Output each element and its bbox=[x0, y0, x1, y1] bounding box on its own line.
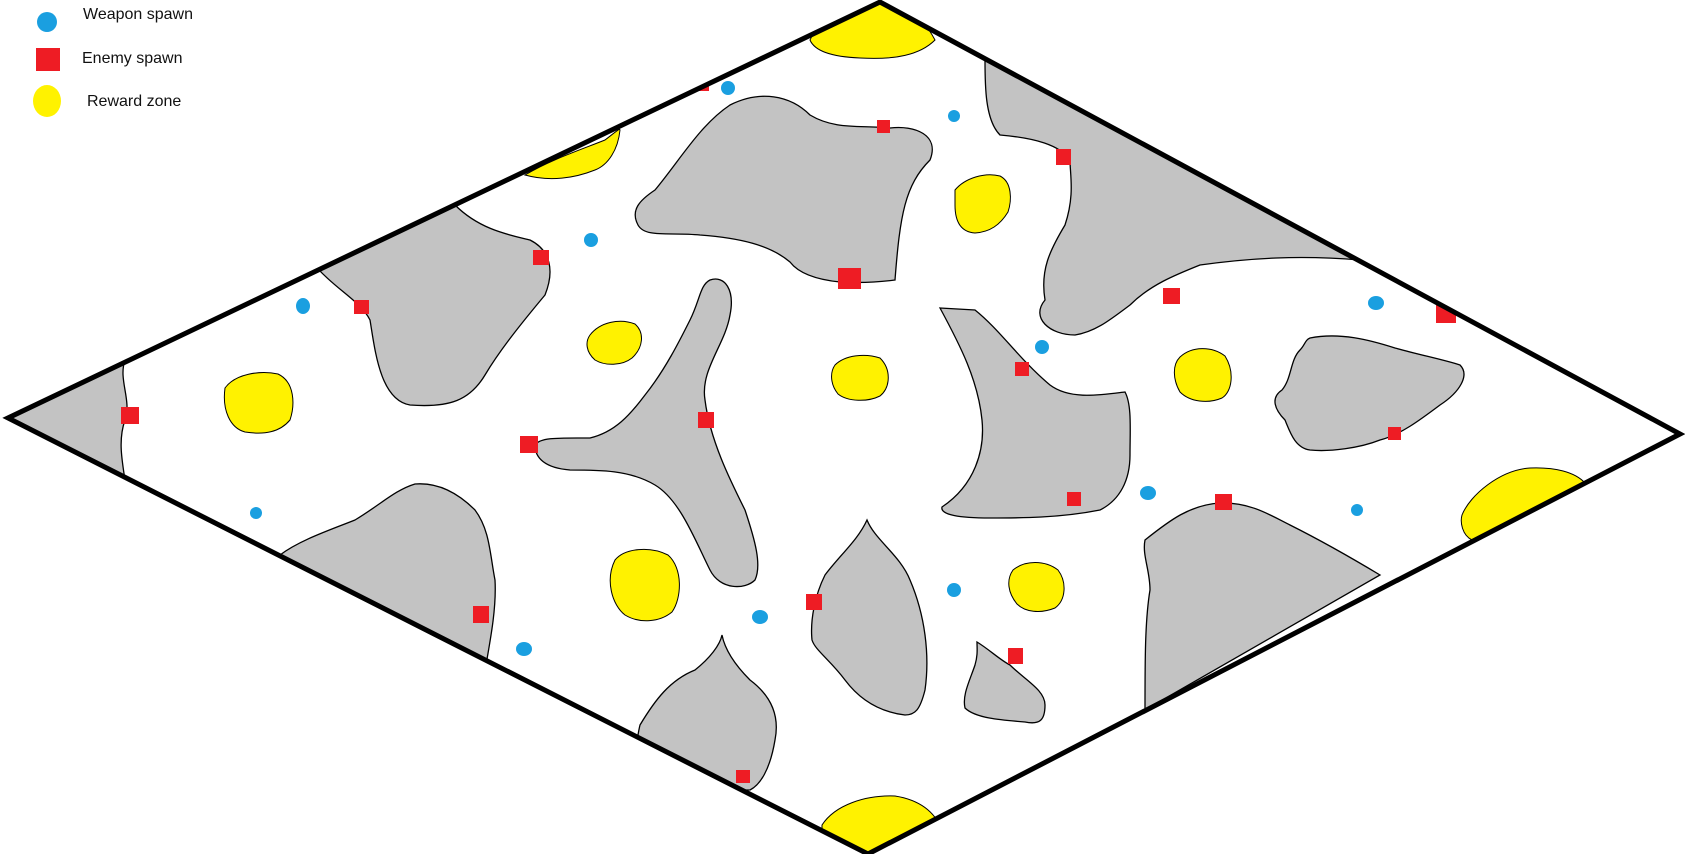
enemy-spawn bbox=[1388, 427, 1401, 440]
legend-weapon-label: Weapon spawn bbox=[83, 6, 193, 23]
legend-enemy-label: Enemy spawn bbox=[82, 50, 183, 67]
legend-reward-label: Reward zone bbox=[87, 93, 182, 110]
weapon-spawn bbox=[250, 507, 262, 519]
reward-zone bbox=[831, 354, 889, 401]
enemy-spawn bbox=[1067, 492, 1081, 506]
obstacle-east-blob bbox=[1274, 335, 1465, 452]
weapon-spawn bbox=[1035, 340, 1049, 354]
enemy-spawn bbox=[838, 268, 861, 289]
enemy-spawn bbox=[1215, 494, 1232, 510]
obstacles bbox=[8, 58, 1465, 791]
enemy-spawns bbox=[121, 75, 1456, 783]
enemy-spawn bbox=[354, 300, 369, 314]
obstacle-southeast-block bbox=[1143, 502, 1382, 712]
obstacle-tri-star bbox=[534, 278, 759, 588]
legend-enemy-symbol bbox=[36, 48, 60, 71]
enemy-spawn bbox=[1015, 362, 1029, 376]
weapon-spawn bbox=[752, 610, 768, 624]
enemy-spawn bbox=[1008, 648, 1023, 664]
enemy-spawn bbox=[473, 606, 489, 623]
obstacle-northwest-block bbox=[308, 204, 551, 407]
enemy-spawn bbox=[121, 407, 139, 424]
weapon-spawn bbox=[296, 298, 310, 314]
enemy-spawn bbox=[1056, 149, 1071, 165]
reward-zone bbox=[1008, 562, 1065, 612]
enemy-spawn bbox=[520, 436, 538, 453]
reward-zone bbox=[1173, 348, 1232, 402]
reward-zone bbox=[523, 128, 621, 180]
obstacle-south-small bbox=[963, 640, 1046, 724]
weapon-spawn bbox=[948, 110, 960, 122]
enemy-spawn bbox=[877, 120, 890, 133]
legend-reward-symbol bbox=[33, 85, 61, 117]
enemy-spawn bbox=[698, 412, 714, 428]
reward-zone bbox=[223, 372, 294, 434]
obstacle-northeast-block bbox=[984, 58, 1361, 336]
arena-contents bbox=[8, 2, 1586, 854]
obstacle-north-blob bbox=[634, 95, 933, 284]
weapon-spawn bbox=[947, 583, 961, 597]
enemy-spawn bbox=[533, 250, 549, 265]
legend-weapon-symbol bbox=[37, 12, 57, 32]
reward-zone bbox=[586, 320, 642, 365]
obstacle-left-corner bbox=[8, 358, 128, 481]
weapon-spawn bbox=[516, 642, 532, 656]
enemy-spawn bbox=[736, 770, 750, 783]
weapon-spawn bbox=[721, 81, 735, 95]
enemy-spawn bbox=[1163, 288, 1180, 304]
enemy-spawn bbox=[806, 594, 822, 610]
weapon-spawns bbox=[250, 81, 1384, 656]
weapon-spawn bbox=[1351, 504, 1363, 516]
weapon-spawn bbox=[584, 233, 598, 247]
obstacle-south-leaf bbox=[810, 518, 928, 716]
reward-zone bbox=[954, 174, 1011, 234]
reward-zone bbox=[609, 548, 680, 622]
weapon-spawn bbox=[1140, 486, 1156, 500]
obstacle-crescent bbox=[938, 307, 1131, 519]
weapon-spawn bbox=[1368, 296, 1384, 310]
reward-zone bbox=[809, 2, 936, 59]
